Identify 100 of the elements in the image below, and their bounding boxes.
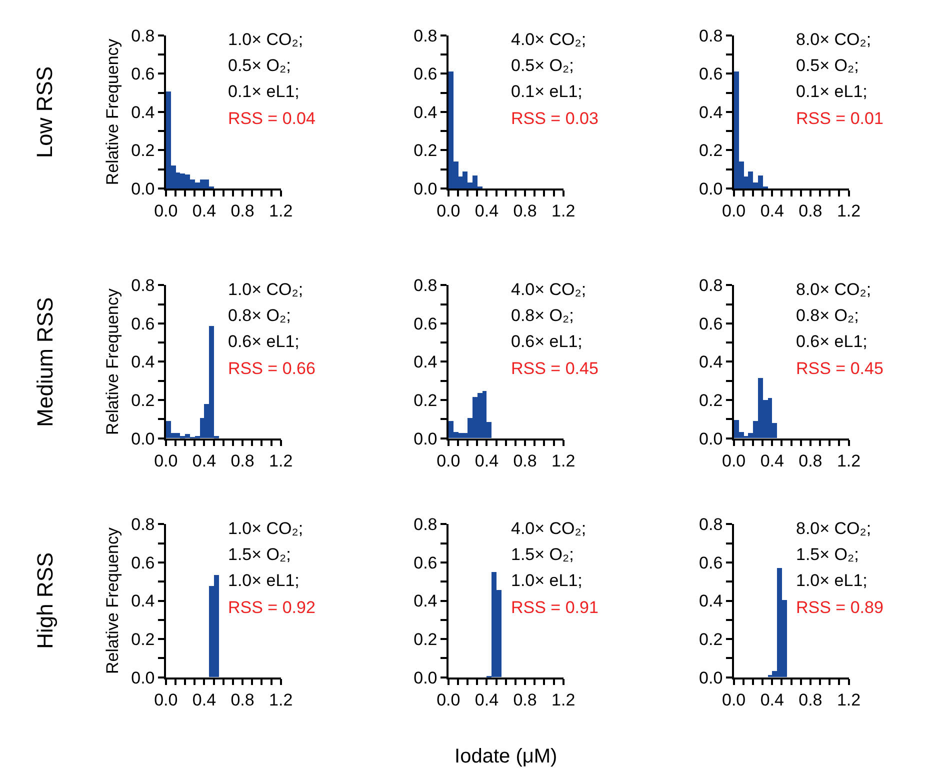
y-tick-label: 0.8 (699, 276, 723, 296)
x-tick-label: 0.4 (760, 202, 784, 221)
annotation: 0.1× eL1; (228, 82, 300, 101)
y-tick-label: 0.0 (699, 668, 723, 688)
text: High RSS (32, 552, 58, 649)
x-tick-label: 1.2 (269, 451, 293, 470)
x-tick-label: 0.4 (192, 690, 216, 710)
y-tick-label: 0.6 (131, 314, 155, 334)
annotation: 0.8× O₂; (228, 306, 291, 325)
annotation: RSS = 0.92 (228, 598, 316, 617)
annotation: RSS = 0.01 (796, 109, 884, 128)
x-tick-label: 0.4 (192, 202, 216, 221)
y-tick-label: 0.2 (699, 630, 723, 650)
annotation: 1.0× eL1; (228, 571, 300, 590)
x-tick-label: 1.2 (552, 690, 576, 710)
y-tick-label: 0.0 (131, 429, 155, 448)
x-tick-label: 0.4 (474, 690, 499, 710)
y-axis-title: Relative Frequency (103, 527, 122, 674)
y-tick-label: 0.6 (414, 553, 438, 572)
annotation: 0.8× O₂; (796, 306, 859, 325)
annotation: 4.0× CO₂; (511, 280, 586, 299)
x-tick-label: 0.0 (436, 690, 460, 710)
annotation: 1.0× CO₂; (228, 280, 304, 299)
x-tick-label: 0.0 (154, 451, 178, 470)
x-tick-label: 0.0 (154, 690, 178, 710)
y-tick-label: 0.0 (131, 179, 155, 198)
annotation: 8.0× CO₂; (796, 280, 872, 299)
x-tick-label: 1.2 (269, 690, 293, 710)
x-tick-label: 1.2 (552, 451, 576, 470)
y-axis-title: Relative Frequency (103, 38, 122, 186)
y-tick-label: 0.6 (131, 553, 155, 572)
annotation: 1.5× O₂; (228, 545, 291, 564)
y-tick-label: 0.2 (131, 141, 155, 160)
y-tick-label: 0.6 (699, 553, 723, 572)
annotation: 1.0× CO₂; (228, 519, 304, 538)
annotation: 0.5× O₂; (796, 56, 859, 75)
x-tick-label: 0.8 (798, 451, 822, 470)
y-tick-label: 0.8 (699, 515, 723, 534)
x-tick-label: 1.2 (836, 690, 861, 710)
x-tick-label: 1.2 (552, 202, 576, 221)
x-tick-label: 0.0 (722, 202, 746, 221)
y-axis-title: Relative Frequency (103, 288, 122, 435)
x-tick-label: 0.0 (154, 202, 178, 221)
y-tick-label: 0.4 (699, 352, 723, 372)
annotation: 0.5× O₂; (511, 56, 574, 75)
y-tick-label: 0.8 (131, 276, 155, 296)
x-tick-label: 1.2 (836, 451, 861, 470)
x-tick-label: 0.4 (192, 451, 216, 470)
y-tick-label: 0.0 (699, 179, 723, 198)
annotation: RSS = 0.89 (796, 598, 884, 617)
annotation: 0.1× eL1; (511, 82, 582, 101)
annotation: RSS = 0.03 (511, 109, 598, 128)
annotation: 0.1× eL1; (796, 82, 868, 101)
y-tick-label: 0.8 (414, 515, 438, 534)
y-tick-label: 0.6 (414, 64, 438, 84)
x-tick-label: 0.0 (722, 451, 746, 470)
text: Low RSS (32, 66, 58, 158)
x-tick-label: 0.8 (230, 690, 254, 710)
y-tick-label: 0.4 (699, 592, 723, 611)
x-tick-label: 0.8 (230, 202, 254, 221)
y-tick-label: 0.4 (414, 102, 438, 122)
annotation: 8.0× CO₂; (796, 30, 872, 49)
y-tick-label: 0.6 (699, 64, 723, 84)
annotation: RSS = 0.45 (796, 359, 884, 378)
y-tick-label: 0.0 (131, 668, 155, 688)
x-tick-label: 0.0 (722, 690, 746, 710)
y-tick-label: 0.0 (414, 429, 438, 448)
y-tick-label: 0.4 (131, 592, 155, 611)
y-tick-label: 0.2 (699, 141, 723, 160)
annotation: 1.5× O₂; (796, 545, 859, 564)
x-tick-label: 0.4 (474, 202, 499, 221)
x-tick-label: 1.2 (269, 202, 293, 221)
y-tick-label: 0.2 (414, 630, 438, 650)
y-tick-label: 0.2 (414, 390, 438, 410)
x-tick-label: 0.8 (798, 202, 822, 221)
y-tick-label: 0.8 (414, 26, 438, 46)
y-tick-label: 0.2 (414, 141, 438, 160)
y-tick-label: 0.4 (699, 102, 723, 122)
annotation: RSS = 0.45 (511, 359, 598, 378)
y-tick-label: 0.8 (414, 276, 438, 296)
x-tick-label: 0.8 (513, 451, 537, 470)
x-tick-label: 0.8 (513, 202, 537, 221)
y-tick-label: 0.6 (131, 64, 155, 84)
y-tick-label: 0.4 (131, 352, 155, 372)
y-tick-label: 0.0 (414, 668, 438, 688)
annotation: 0.6× eL1; (511, 332, 582, 351)
x-tick-label: 0.8 (230, 451, 254, 470)
y-tick-label: 0.2 (699, 390, 723, 410)
x-tick-label: 0.0 (436, 451, 460, 470)
y-tick-label: 0.6 (699, 314, 723, 334)
x-tick-label: 0.8 (513, 690, 537, 710)
x-tick-label: 0.0 (436, 202, 460, 221)
annotation: 1.0× eL1; (796, 571, 868, 590)
y-tick-label: 0.8 (131, 515, 155, 534)
x-tick-label: 0.4 (760, 451, 784, 470)
x-tick-label: 0.4 (760, 690, 784, 710)
annotation: RSS = 0.91 (511, 598, 598, 617)
y-tick-label: 0.2 (131, 390, 155, 410)
annotation: RSS = 0.66 (228, 359, 316, 378)
annotation: 4.0× CO₂; (511, 30, 586, 49)
